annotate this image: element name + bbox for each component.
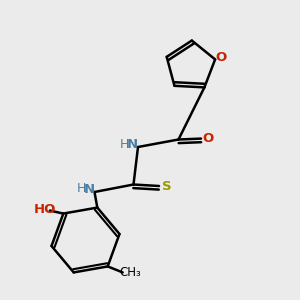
Text: O: O <box>202 132 213 145</box>
Text: HO: HO <box>34 202 56 216</box>
Text: H: H <box>76 182 86 196</box>
Text: N: N <box>83 183 95 196</box>
Text: O: O <box>215 51 226 64</box>
Text: N: N <box>127 138 138 151</box>
Text: H: H <box>120 137 129 151</box>
Text: CH₃: CH₃ <box>119 266 141 279</box>
Text: S: S <box>162 179 171 193</box>
